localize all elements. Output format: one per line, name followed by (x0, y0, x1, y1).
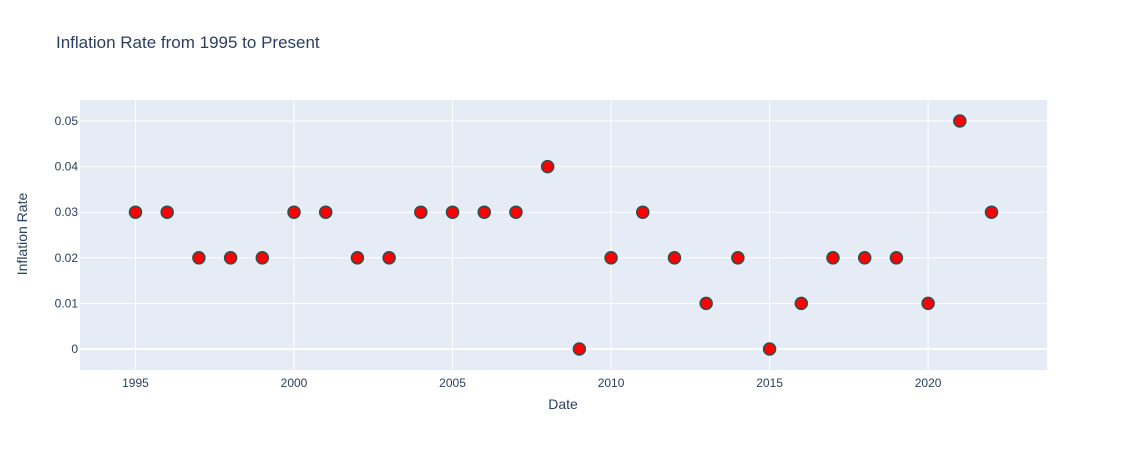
chart-title: Inflation Rate from 1995 to Present (56, 33, 320, 52)
tick-labels: 1995 2000 2005 2010 2015 2020 0 0.01 0.02 0.03 0.0… (55, 114, 942, 390)
y-tick-label: 0.05 (55, 114, 79, 128)
data-point (477, 205, 491, 219)
y-tick-label: 0.04 (55, 160, 79, 174)
data-point (445, 205, 460, 219)
data-point (889, 251, 904, 265)
data-point (350, 251, 365, 265)
data-point (223, 251, 238, 265)
y-tick-label: 0.03 (55, 205, 79, 219)
plot-area (80, 100, 1047, 370)
data-point (857, 251, 872, 265)
data-point (414, 205, 428, 219)
data-point (699, 296, 713, 311)
data-points (128, 114, 999, 356)
x-axis-label: Date (548, 396, 578, 412)
data-point (572, 342, 587, 356)
x-tick-label: 2015 (756, 376, 783, 390)
data-point (762, 342, 777, 356)
data-point (540, 159, 555, 174)
data-point (636, 205, 650, 219)
data-point (192, 251, 206, 265)
data-point (921, 296, 935, 311)
data-point (604, 251, 618, 265)
x-tick-label: 2005 (439, 376, 466, 390)
x-tick-label: 2010 (598, 376, 625, 390)
y-tick-label: 0.02 (55, 251, 79, 265)
data-point (160, 205, 174, 219)
y-axis-label: Inflation Rate (14, 192, 30, 276)
data-point (255, 251, 270, 265)
data-point (318, 205, 333, 219)
x-tick-label: 1995 (122, 376, 149, 390)
x-tick-label: 2000 (281, 376, 308, 390)
data-point (953, 114, 967, 128)
data-point (731, 251, 745, 265)
x-tick-label: 2020 (915, 376, 942, 390)
y-tick-label: 0 (71, 342, 78, 356)
y-tick-label: 0.01 (55, 296, 79, 310)
data-point (287, 205, 301, 219)
data-point (509, 205, 523, 219)
data-point (382, 251, 396, 265)
data-point (794, 296, 809, 311)
data-point (984, 205, 999, 219)
data-point (667, 251, 682, 265)
gridlines (80, 100, 1047, 370)
data-point (826, 251, 840, 265)
data-point (128, 205, 143, 219)
